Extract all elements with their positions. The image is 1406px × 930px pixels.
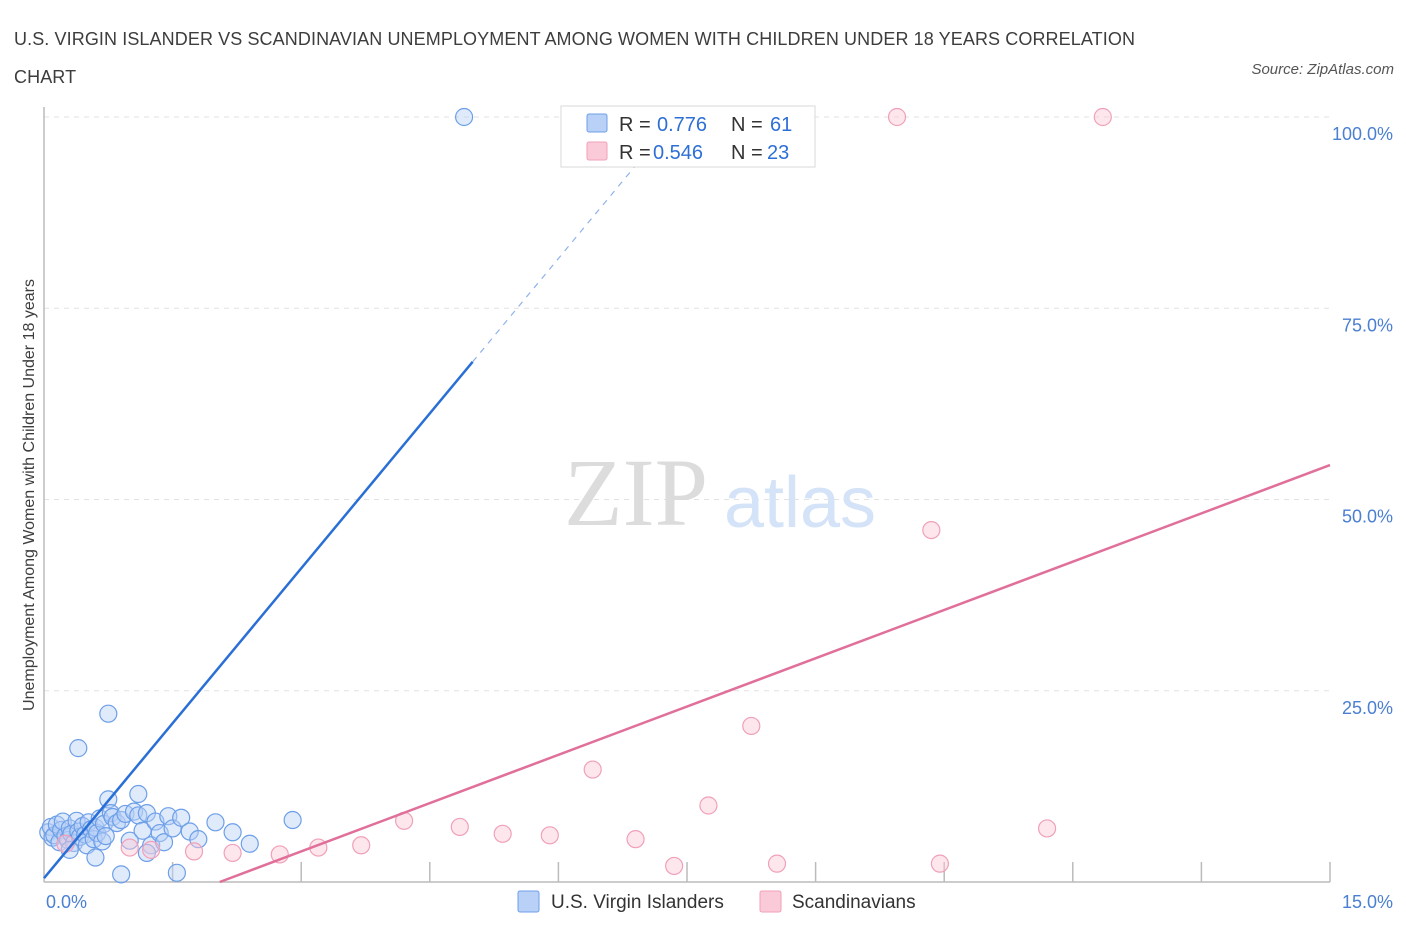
scandinavians-point-2 [142,840,161,859]
virgin-islanders-point-52 [99,704,118,723]
bottom-legend-label-scandinavians: Scandinavians [792,892,916,913]
source-label: Source: ZipAtlas.com [1251,61,1394,78]
virgin-islanders-point-49 [223,823,242,842]
scandinavians-point-12 [583,760,602,779]
scandinavians-point-11 [540,826,559,845]
x-tick-label-min: 0.0% [46,892,87,912]
virgin-islanders-point-45 [172,808,191,827]
scandinavians-point-3 [184,842,204,861]
scandinavians-point-14 [665,856,684,876]
y-tick-label-100: 100.0% [1332,124,1393,144]
virgin-islanders-point-25 [93,832,112,851]
bottom-legend-swatch-scandinavians [759,890,782,913]
legend-r-value-2: 0.546 [653,142,703,164]
legend-swatch-virgin-islanders [586,113,608,133]
watermark-zip: ZIP [564,439,708,546]
y-tick-label-25: 25.0% [1342,698,1393,718]
scandinavians-point-21 [887,107,907,127]
y-tick-label-75: 75.0% [1342,315,1393,335]
legend-r-label-1: R = [619,114,651,136]
scandinavians-point-18 [922,520,941,540]
scandinavians-point-9 [450,817,469,837]
scandinavians-point-7 [352,836,371,855]
trend-line-virgin-islanders-extension [472,154,645,363]
trend-line-virgin-islanders [43,361,474,879]
legend-n-label-2: N = [731,142,763,164]
scandinavians-point-10 [493,824,512,843]
virgin-islanders-point-55 [112,865,131,884]
gridlines [44,116,1330,692]
legend-n-value-1: 61 [770,114,792,136]
virgin-islanders-point-51 [69,739,88,758]
x-tick-label-max: 15.0% [1342,892,1393,912]
legend-r-value-1: 0.776 [657,114,707,136]
legend-swatch-scandinavians [586,141,608,161]
virgin-islanders-point-57 [167,863,186,882]
virgin-islanders-point-60 [454,107,474,127]
x-axis-ticks [171,862,1331,882]
legend-r-label-2: R = [619,142,651,164]
bottom-legend-swatch-virgin-islanders [517,890,540,913]
virgin-islanders-point-53 [129,784,148,804]
virgin-islanders-point-50 [240,834,259,853]
virgin-islanders-point-34 [120,831,139,850]
scandinavians-point-22 [1093,107,1112,127]
scandinavians-point-17 [767,854,787,873]
legend-n-label-1: N = [731,114,763,136]
trend-lines [43,154,1331,884]
virgin-islanders-point-48 [206,813,225,832]
stats-legend: R = 0.776 N = 61 R = 0.546 N = 23 [560,105,816,168]
scandinavians-point-15 [699,796,718,815]
virgin-islanders-point-59 [283,810,302,830]
chart-title: U.S. VIRGIN ISLANDER VS SCANDINAVIAN UNE… [14,29,1136,87]
y-tick-labels: 25.0% 50.0% 75.0% 100.0% [1332,124,1393,718]
bottom-legend-label-virgin-islanders: U.S. Virgin Islanders [551,892,724,913]
series-legend: U.S. Virgin Islanders Scandinavians [517,890,916,913]
scandinavians-point-13 [626,830,645,849]
scandinavians-point-1 [120,838,139,857]
y-axis-label: Unemployment Among Women with Children U… [21,279,38,711]
y-tick-label-50: 50.0% [1342,507,1393,527]
legend-n-value-2: 23 [767,142,789,164]
scandinavians-point-19 [930,854,950,873]
virgin-islanders-point-27 [96,826,115,846]
scandinavians-point-16 [742,716,761,736]
scandinavians-point-4 [223,843,242,863]
scandinavians-point-20 [1037,819,1057,838]
watermark-atlas: atlas [724,463,876,543]
trend-line-scandinavians [219,463,1331,884]
series-virgin-islanders-points [39,107,474,884]
virgin-islanders-point-54 [86,848,105,867]
